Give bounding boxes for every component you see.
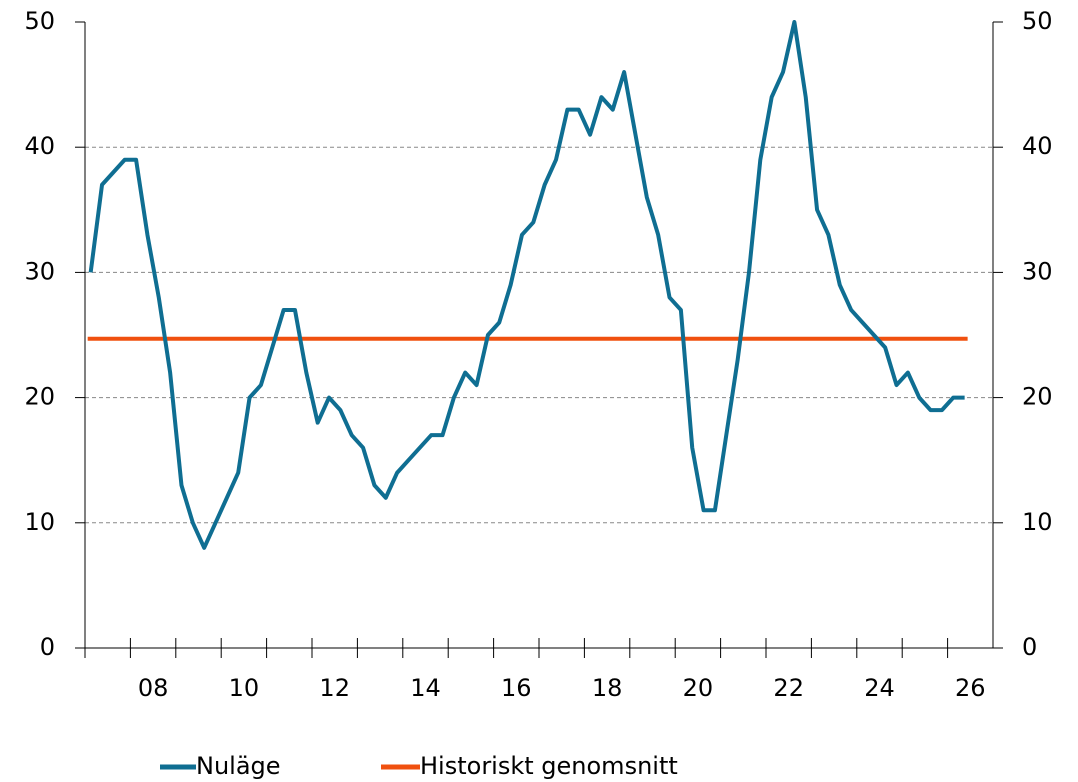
y2-tick-label: 20 — [1022, 383, 1053, 411]
y-tick-label: 10 — [24, 508, 55, 536]
y2-tick-label: 10 — [1022, 508, 1053, 536]
series-line — [88, 20, 965, 550]
y2-tick-label: 40 — [1022, 132, 1053, 160]
legend-label: Historiskt genomsnitt — [420, 752, 678, 780]
x-tick-label: 26 — [955, 674, 986, 702]
x-tick-label: 10 — [229, 674, 260, 702]
x-tick-label: 18 — [592, 674, 623, 702]
y-tick-label: 0 — [40, 633, 55, 661]
y-tick-label: 40 — [24, 132, 55, 160]
x-tick-label: 22 — [773, 674, 804, 702]
x-tick-label: 14 — [410, 674, 441, 702]
x-tick-label: 08 — [138, 674, 169, 702]
x-tick-label: 16 — [501, 674, 532, 702]
legend-label: Nuläge — [196, 752, 281, 780]
y-tick-label: 20 — [24, 383, 55, 411]
y-tick-label: 30 — [24, 257, 55, 285]
x-tick-label: 12 — [319, 674, 350, 702]
x-tick-label: 20 — [683, 674, 714, 702]
y2-tick-label: 0 — [1022, 633, 1037, 661]
y2-tick-label: 50 — [1022, 7, 1053, 35]
y2-tick-label: 30 — [1022, 257, 1053, 285]
x-tick-label: 24 — [864, 674, 895, 702]
y-tick-label: 50 — [24, 7, 55, 35]
